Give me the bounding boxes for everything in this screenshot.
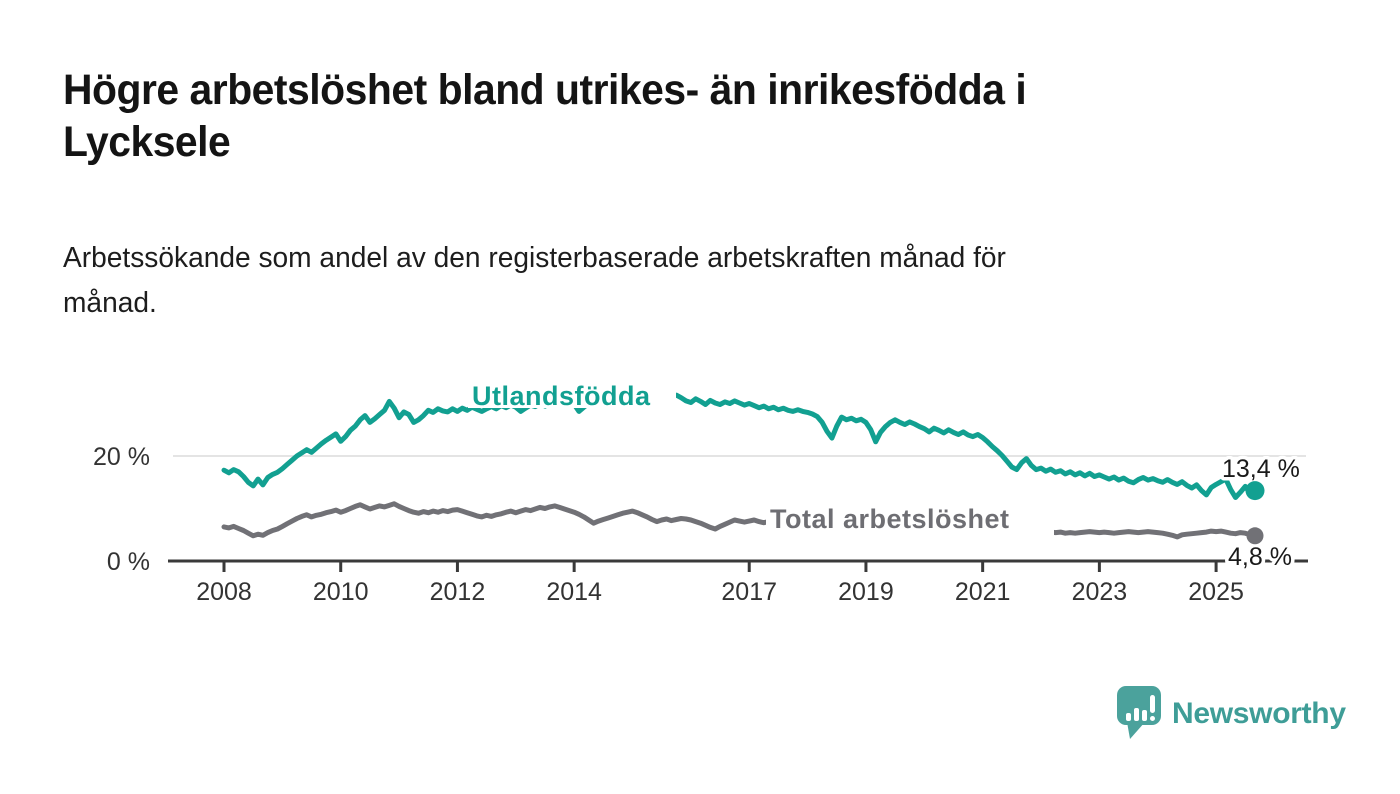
utlandsf-dda-end-label: 13,4 % [1222, 455, 1300, 483]
total-arbetsl-shet-end-label: 4,8 % [1228, 543, 1292, 571]
x-tick-label-2017: 2017 [721, 578, 777, 606]
series-labels: Utlandsfödda Total arbetslöshet [468, 381, 1054, 536]
utlandsf-dda-label-mask [468, 383, 676, 408]
x-tick-label-2014: 2014 [546, 578, 602, 606]
x-tick-label-2012: 2012 [430, 578, 486, 606]
total-arbetsl-shet-line [221, 501, 1258, 540]
x-tick-label-2010: 2010 [313, 578, 369, 606]
utlandsf-dda-end-dot [1245, 481, 1265, 501]
series-lines [221, 392, 1258, 540]
newsworthy-speech-bubble-chart-icon [1117, 686, 1161, 739]
total-arbetsl-shet-series-label: Total arbetslöshet [770, 504, 1010, 534]
x-axis [168, 559, 1308, 572]
axis-tick-labels: 2008 2010 2012 2014 2017 2019 2021 2023 2025 0 % 2… [93, 443, 1244, 606]
newsworthy-logo: Newsworthy [1117, 686, 1346, 741]
y-tick-label-0: 0 % [107, 548, 150, 576]
utlandsf-dda-line [221, 392, 1258, 500]
end-value-labels: 13,4 % 4,8 % [1219, 452, 1304, 575]
brand-name: Newsworthy [1172, 696, 1346, 730]
x-tick-label-2021: 2021 [955, 578, 1011, 606]
x-tick-label-2025: 2025 [1188, 578, 1244, 606]
utlandsf-dda-series-label: Utlandsfödda [472, 381, 651, 411]
total-arbetsl-shet-end-dot [1246, 527, 1264, 545]
page-subtitle: Arbetssökande som andel av den registerb… [63, 242, 1006, 319]
total-arbetsl-shet-label-mask [766, 504, 1054, 536]
x-tick-label-2019: 2019 [838, 578, 894, 606]
y-tick-label-20: 20 % [93, 443, 150, 471]
page-title: Högre arbetslöshet bland utrikes- än inr… [63, 66, 1027, 167]
x-tick-label-2023: 2023 [1072, 578, 1128, 606]
x-tick-label-2008: 2008 [196, 578, 252, 606]
end-dots [1245, 481, 1265, 545]
